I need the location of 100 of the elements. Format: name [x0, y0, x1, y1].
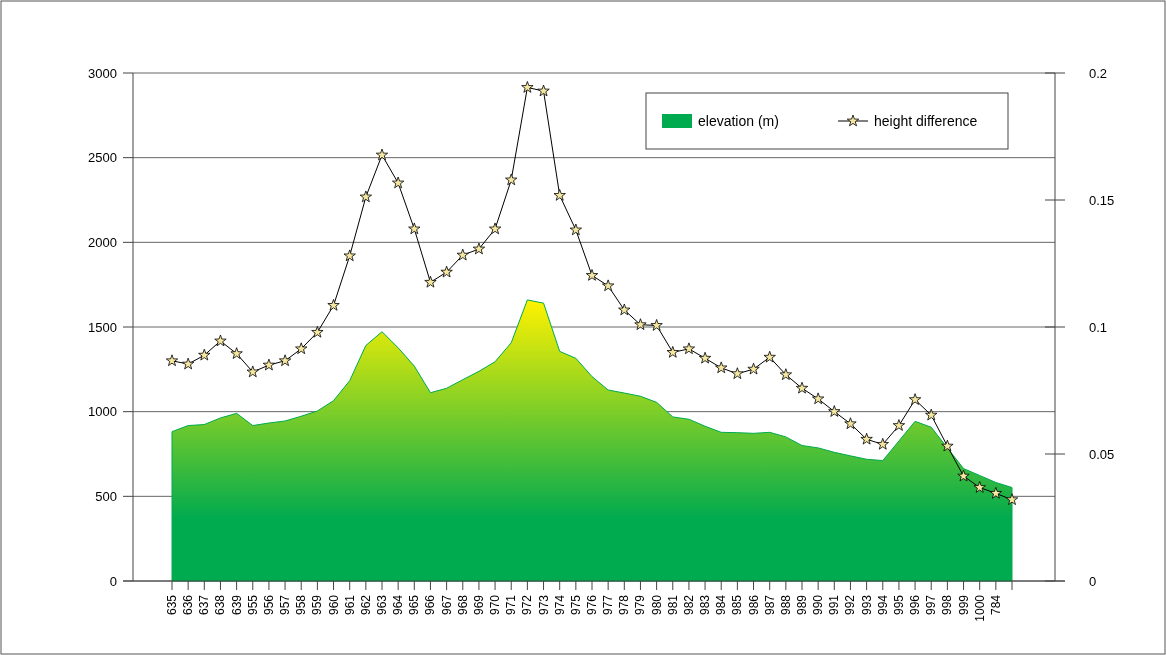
- x-tick-label: 969: [471, 594, 486, 616]
- x-tick-label: 961: [342, 594, 357, 616]
- x-tick-label: 988: [778, 594, 793, 616]
- point: [440, 265, 453, 278]
- point: [1005, 493, 1019, 505]
- x-tick-label: 965: [407, 594, 422, 616]
- point: [392, 176, 405, 189]
- point: [957, 469, 970, 482]
- x-tick-label: 994: [875, 594, 890, 616]
- point: [456, 248, 469, 261]
- point: [521, 81, 534, 93]
- point: [327, 299, 340, 311]
- point: [246, 365, 259, 378]
- point: [408, 222, 421, 235]
- x-tick-label: 987: [762, 594, 777, 616]
- point: [375, 148, 389, 161]
- y-tick-label: 2500: [88, 150, 117, 166]
- point: [908, 393, 922, 405]
- x-tick-label: 980: [649, 594, 664, 616]
- x-tick-label: 967: [439, 594, 454, 616]
- x-tick-label: 970: [488, 594, 503, 616]
- point: [650, 319, 663, 331]
- y-tick-label: 2000: [88, 234, 117, 250]
- x-tick-label: 975: [568, 594, 583, 616]
- legend-label: elevation (m): [698, 112, 779, 129]
- x-tick-label: 978: [617, 594, 632, 616]
- point: [844, 417, 857, 430]
- point: [343, 249, 356, 262]
- x-tick-label: 986: [746, 594, 761, 616]
- point: [925, 408, 938, 421]
- point: [553, 189, 566, 201]
- point: [715, 361, 728, 374]
- point: [182, 357, 195, 370]
- point: [973, 481, 986, 493]
- y2-tick-label: 0.1: [1089, 319, 1108, 335]
- point: [359, 190, 372, 203]
- x-tick-label: 999: [956, 594, 971, 616]
- x-tick-label: 974: [552, 594, 567, 616]
- x-tick-label: 637: [197, 594, 212, 616]
- point: [295, 342, 308, 355]
- x-tick-label: 958: [294, 594, 309, 616]
- point: [488, 222, 502, 235]
- x-tick-label: 972: [520, 594, 535, 616]
- x-tick-label: 976: [585, 594, 599, 616]
- x-tick-label: 989: [795, 594, 809, 616]
- point: [214, 334, 227, 347]
- point: [860, 432, 873, 445]
- point: [666, 346, 679, 358]
- x-tick-label: 956: [261, 594, 276, 616]
- point: [698, 351, 712, 364]
- point: [795, 381, 809, 394]
- x-tick-label: 957: [278, 594, 293, 616]
- x-tick-label: 991: [827, 594, 842, 616]
- y-tick-label: 1000: [88, 404, 117, 420]
- point: [569, 223, 582, 236]
- y2-tick-label: 0.05: [1089, 446, 1115, 462]
- legend-label: height difference: [874, 112, 978, 129]
- x-tick-label: 984: [714, 594, 729, 616]
- point: [763, 350, 776, 363]
- x-tick-label: 639: [229, 594, 244, 616]
- x-tick-label: 960: [326, 594, 341, 616]
- x-tick-label: 982: [681, 594, 696, 616]
- point: [682, 342, 696, 355]
- point: [537, 84, 550, 97]
- x-tick-label: 985: [730, 594, 745, 616]
- x-tick-label: 998: [940, 594, 955, 616]
- point: [278, 354, 292, 367]
- point: [230, 347, 243, 359]
- point: [585, 269, 599, 281]
- x-tick-label: 966: [423, 594, 438, 616]
- x-tick-label: 959: [310, 594, 325, 616]
- y2-tick-label: 0: [1089, 573, 1097, 589]
- x-tick-label: 971: [504, 594, 519, 616]
- x-tick-label: 990: [811, 594, 826, 616]
- x-tick-label: 995: [891, 594, 906, 616]
- x-tick-label: 638: [213, 594, 228, 616]
- x-tick-label: 983: [698, 594, 713, 616]
- point: [424, 275, 437, 288]
- point: [876, 437, 889, 450]
- x-tick-label: 968: [455, 594, 470, 616]
- point: [262, 358, 276, 371]
- y-tick-label: 3000: [88, 65, 117, 81]
- x-tick-label: 963: [375, 594, 389, 616]
- point: [165, 354, 179, 367]
- point: [941, 439, 954, 452]
- x-tick-label: 992: [843, 594, 858, 616]
- point: [198, 348, 211, 361]
- point: [779, 368, 792, 381]
- y2-tick-label: 0.2: [1089, 65, 1108, 81]
- point: [747, 362, 760, 375]
- x-tick-label: 962: [358, 594, 373, 616]
- y-tick-label: 500: [95, 488, 117, 504]
- point: [602, 279, 615, 292]
- point: [731, 367, 744, 379]
- y-tick-label: 0: [109, 573, 117, 589]
- x-tick-label: 993: [859, 594, 874, 616]
- x-tick-label: 636: [181, 594, 196, 616]
- point: [311, 325, 324, 338]
- x-tick-label: 635: [165, 594, 179, 616]
- x-tick-label: 996: [908, 594, 923, 616]
